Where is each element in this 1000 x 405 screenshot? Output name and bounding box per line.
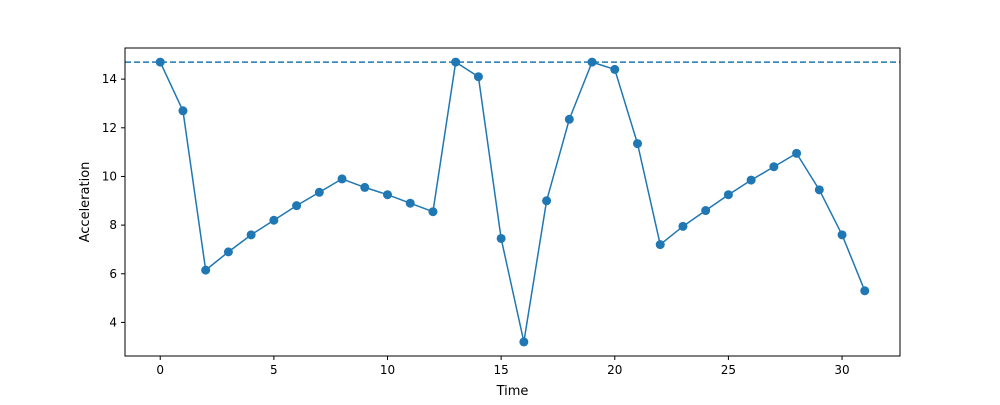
data-point: [405, 198, 415, 208]
data-point: [860, 286, 870, 296]
series-layer: [155, 57, 870, 347]
data-point: [519, 337, 529, 347]
data-point: [269, 215, 279, 225]
x-tick-label: 10: [380, 363, 395, 377]
data-point: [814, 185, 824, 195]
data-point: [451, 57, 461, 67]
data-point: [746, 175, 756, 185]
x-axis-label: Time: [496, 384, 529, 399]
data-point: [542, 196, 552, 206]
data-point: [564, 114, 574, 124]
data-point: [587, 57, 597, 67]
y-tick-label: 14: [102, 72, 117, 86]
data-point: [428, 207, 438, 217]
data-point: [473, 72, 483, 82]
y-tick-label: 4: [109, 315, 117, 329]
data-point: [792, 148, 802, 158]
data-point: [178, 106, 188, 116]
y-axis-label: Acceleration: [78, 162, 93, 243]
x-tick-label: 20: [607, 363, 622, 377]
y-tick-label: 6: [109, 267, 117, 281]
data-point: [496, 233, 506, 243]
y-axis-ticks: 4 6 8 10 12 14: [102, 72, 125, 329]
data-point: [655, 240, 665, 250]
x-tick-label: 5: [270, 363, 278, 377]
x-tick-label: 0: [156, 363, 164, 377]
data-point: [360, 182, 370, 192]
x-axis-ticks: 0 5 10 15 20 25 30: [156, 356, 850, 377]
data-point: [201, 265, 211, 275]
data-point: [155, 57, 165, 67]
x-tick-label: 30: [834, 363, 849, 377]
data-point: [678, 221, 688, 231]
data-point: [769, 162, 779, 172]
data-point: [837, 230, 847, 240]
x-tick-label: 25: [721, 363, 736, 377]
plot-area: [125, 48, 900, 356]
data-point: [633, 139, 642, 149]
data-point: [723, 190, 733, 200]
data-point: [610, 64, 620, 74]
data-point: [383, 190, 392, 200]
data-point: [246, 230, 256, 240]
data-point: [292, 201, 302, 211]
y-tick-label: 10: [102, 169, 117, 183]
plot-frame: [124, 47, 901, 357]
data-point: [701, 206, 711, 216]
data-point: [337, 174, 347, 184]
data-point: [314, 187, 324, 197]
y-tick-label: 8: [109, 218, 117, 232]
y-tick-label: 12: [102, 121, 117, 135]
x-tick-label: 15: [493, 363, 508, 377]
data-point: [223, 247, 233, 257]
